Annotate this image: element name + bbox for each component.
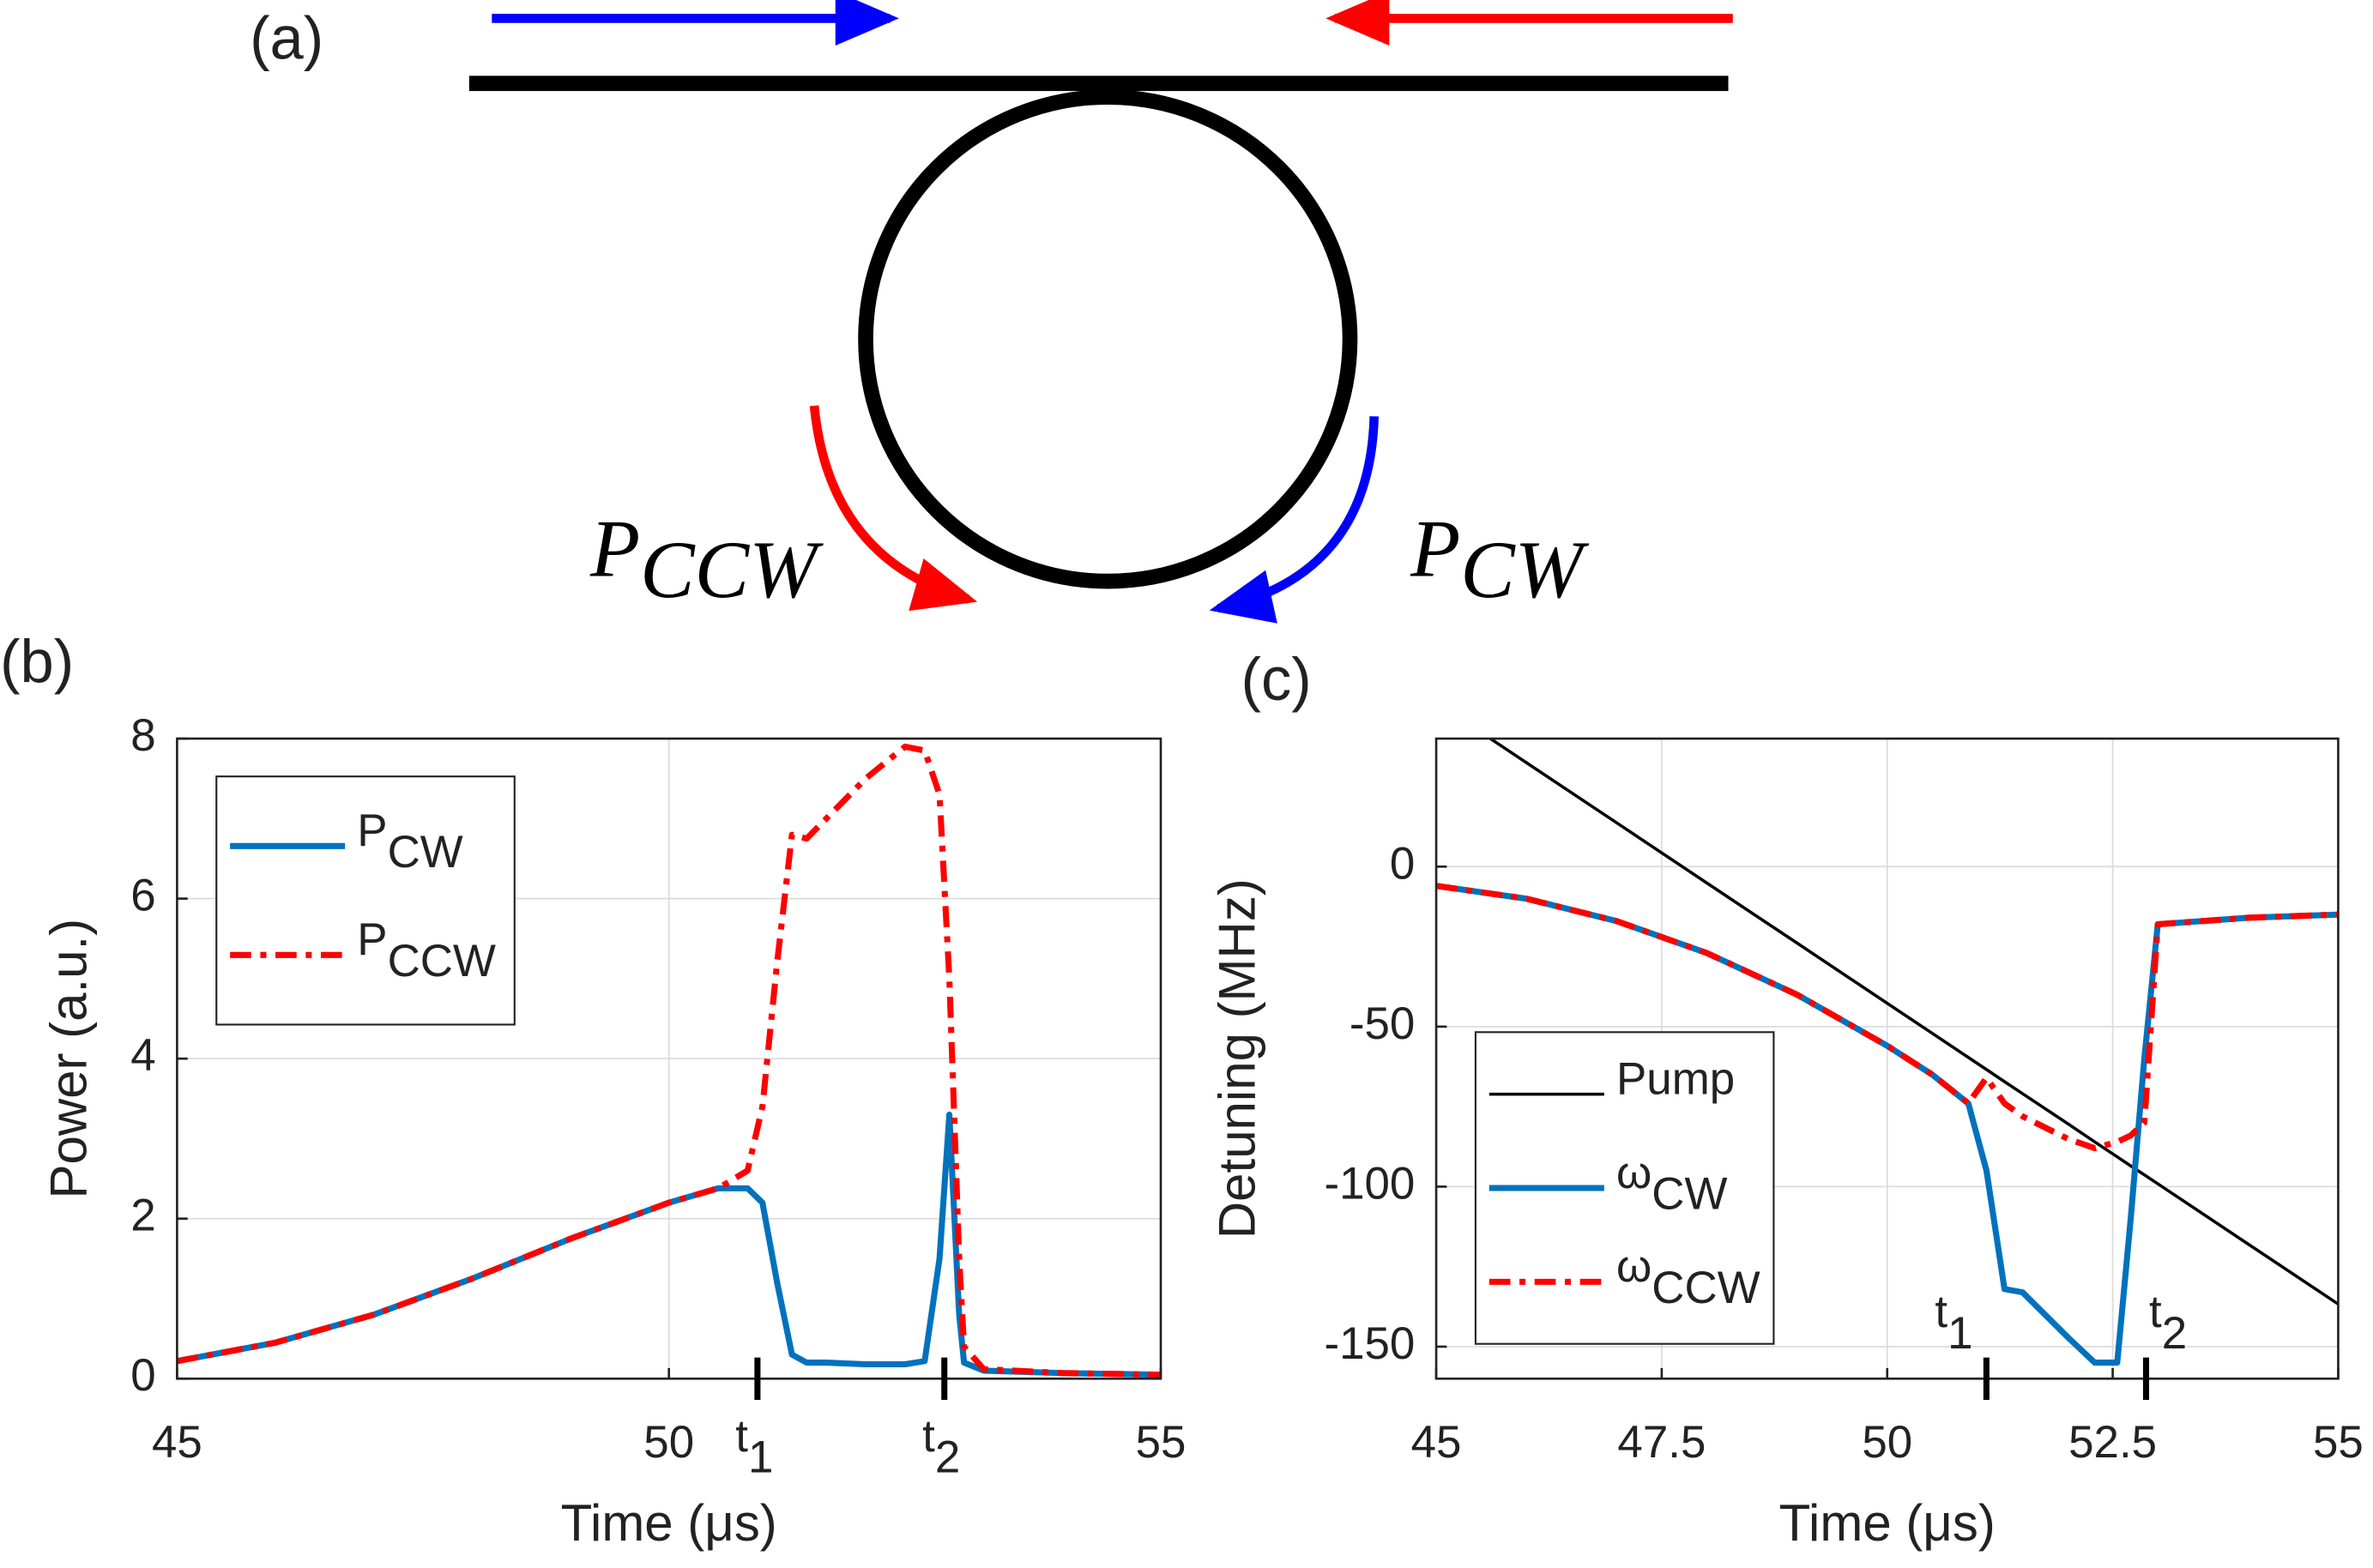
label-sub: CW <box>1460 524 1590 615</box>
y-tick-label: 8 <box>130 710 155 761</box>
annotation-label: t2 <box>922 1411 960 1483</box>
arrow <box>1209 416 1380 624</box>
arrow <box>809 405 978 612</box>
x-axis-label: Time (μs) <box>561 1494 777 1552</box>
annotation-label: t1 <box>735 1411 773 1483</box>
legend-name: ω <box>1616 1241 1651 1292</box>
line-series <box>1436 883 2339 1152</box>
y-tick-label: 0 <box>1390 838 1415 889</box>
x-tick-label: 47.5 <box>1617 1417 1706 1468</box>
diagram: (a) PCCW PCW <box>250 0 1733 624</box>
panel-label: (c) <box>1241 645 1312 713</box>
legend-name: P <box>357 805 387 856</box>
legend-name: Pump <box>1616 1053 1735 1104</box>
annotation-text: t <box>1935 1287 1947 1337</box>
plot-frame <box>176 737 1162 1380</box>
legend-sub: CW <box>1651 1169 1727 1220</box>
x-tick-label: 50 <box>1862 1417 1912 1468</box>
y-tick-label: -100 <box>1324 1158 1415 1209</box>
legend-label: ωCCW <box>1616 1241 1760 1313</box>
annotation-text: t <box>922 1411 935 1462</box>
annotation-text: t <box>2149 1287 2162 1337</box>
y-axis-label: Detuning (MHz) <box>1208 878 1265 1239</box>
label-text: P <box>589 503 640 594</box>
legend-label: Pump <box>1616 1053 1735 1104</box>
diagram-label: PCCW <box>589 503 824 615</box>
ring <box>858 89 1358 589</box>
label-text: P <box>1410 503 1460 594</box>
panel-label: (b) <box>0 627 74 695</box>
annotation-sub: 1 <box>1947 1308 1972 1359</box>
line-series <box>1488 739 2339 1306</box>
annotation-label: t1 <box>1935 1287 1972 1359</box>
x-tick-label: 55 <box>2313 1417 2364 1468</box>
line-series <box>177 743 1162 1378</box>
annotation-sub: 1 <box>748 1432 773 1483</box>
x-axis-label: Time (μs) <box>1779 1494 1996 1552</box>
annotation-sub: 2 <box>935 1432 960 1483</box>
panel-label: (a) <box>250 3 323 71</box>
y-tick-label: -50 <box>1350 998 1415 1049</box>
legend-label: PCW <box>357 805 463 877</box>
annotation-label: t2 <box>2149 1287 2187 1359</box>
plot-frame <box>1434 737 2340 1380</box>
y-tick-label: -150 <box>1324 1318 1415 1369</box>
legend-sub: CCW <box>388 936 496 986</box>
diagram-label: PCW <box>1410 503 1590 615</box>
x-tick-label: 45 <box>1411 1417 1462 1468</box>
x-tick-label: 52.5 <box>2068 1417 2157 1468</box>
annotation-sub: 2 <box>2162 1308 2187 1359</box>
y-tick-label: 6 <box>130 871 155 921</box>
label-sub: CCW <box>640 524 824 615</box>
legend-sub: CW <box>388 827 463 877</box>
legend-name: P <box>357 914 387 965</box>
legend-label: ωCW <box>1616 1148 1728 1220</box>
legend-label: PCCW <box>357 914 496 986</box>
annotation-text: t <box>735 1411 748 1462</box>
y-tick-label: 4 <box>130 1030 155 1081</box>
x-tick-label: 55 <box>1136 1417 1186 1468</box>
x-tick-label: 50 <box>643 1417 694 1468</box>
y-tick-label: 0 <box>130 1350 155 1401</box>
legend-sub: CCW <box>1651 1263 1760 1313</box>
chart: 45 47.5 50 52.5 55 -150 -100 -50 0 Time (μs) Detun… <box>1208 645 2364 1552</box>
legend-name: ω <box>1616 1148 1651 1198</box>
legend-box <box>215 775 516 1026</box>
y-tick-label: 2 <box>130 1191 155 1241</box>
y-axis-label: Power (a.u.) <box>40 919 98 1199</box>
x-tick-label: 45 <box>152 1417 202 1468</box>
